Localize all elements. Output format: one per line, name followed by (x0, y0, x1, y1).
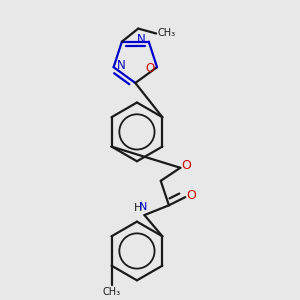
Text: CH₃: CH₃ (158, 28, 176, 38)
Text: N: N (139, 202, 147, 212)
Text: O: O (181, 159, 191, 172)
Text: O: O (186, 189, 196, 202)
Text: N: N (137, 32, 146, 46)
Text: N: N (116, 59, 125, 72)
Text: CH₃: CH₃ (103, 287, 121, 297)
Text: H: H (134, 203, 143, 214)
Text: O: O (145, 62, 154, 75)
